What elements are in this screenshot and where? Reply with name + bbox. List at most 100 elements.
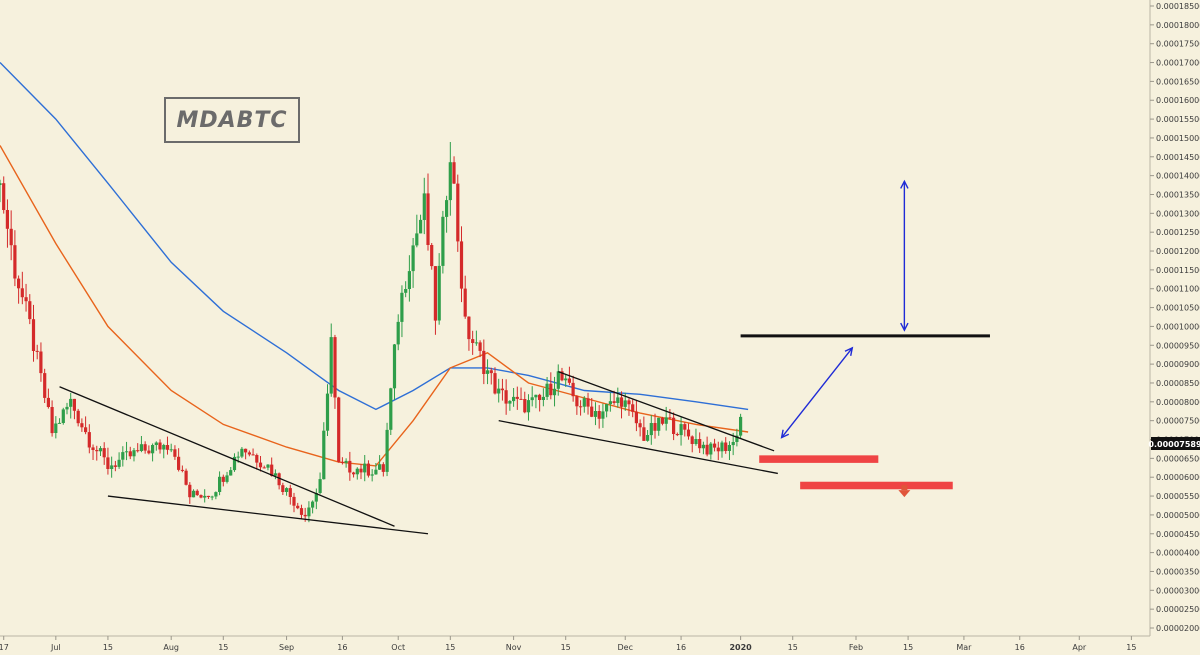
candle-body [110, 465, 114, 469]
candle-body [221, 476, 225, 482]
candle-body [240, 448, 244, 457]
candle-body [504, 390, 508, 404]
candle-body [534, 394, 538, 398]
candle-body [579, 406, 583, 408]
candle-body [448, 162, 452, 201]
candle-body [344, 460, 348, 463]
candle-body [5, 210, 9, 229]
last-price-label: 0.00007589 [1148, 440, 1200, 449]
candle-body [370, 474, 374, 476]
candle-body [668, 417, 672, 419]
candle-body [117, 459, 121, 467]
candle-body [214, 492, 218, 497]
candle-body [705, 444, 709, 455]
candle-body [218, 476, 222, 492]
x-tick-label: 15 [445, 643, 455, 652]
candles [0, 142, 743, 523]
candle-body [478, 342, 482, 351]
candle-body [459, 241, 464, 289]
candle-body [482, 350, 486, 374]
y-tick-label: 0.00014500 [1156, 153, 1200, 162]
arrow-head [844, 346, 854, 356]
candle-body [299, 508, 304, 515]
candle-body [13, 245, 17, 279]
candle-body [277, 473, 281, 486]
candle-body [400, 292, 404, 322]
candle-body [232, 456, 237, 471]
candle-body [314, 493, 318, 502]
x-tick-label: 16 [676, 643, 686, 652]
y-tick-label: 0.00016000 [1156, 96, 1200, 105]
candle-body [113, 465, 117, 467]
red-zone-2 [800, 481, 953, 490]
candle-body [720, 442, 724, 452]
y-tick-label: 0.00004500 [1156, 530, 1200, 539]
candle-body [76, 410, 80, 424]
candle-body [619, 397, 624, 407]
moving-averages [0, 62, 749, 467]
y-tick-label: 0.00006500 [1156, 454, 1200, 463]
candle-body [225, 475, 229, 482]
candle-body [318, 479, 322, 493]
candle-body [392, 344, 397, 389]
x-tick-label: 16 [337, 643, 347, 652]
trendline-1 [59, 386, 395, 527]
candle-body [39, 351, 43, 374]
candle-body [471, 339, 475, 343]
candle-body [296, 505, 300, 509]
candle-body [98, 448, 103, 452]
x-tick-label: Sep [279, 643, 294, 652]
candle-body [739, 416, 743, 436]
candle-body [307, 507, 311, 517]
y-tick-label: 0.00010000 [1156, 322, 1200, 331]
candle-body [303, 514, 307, 517]
candle-body [199, 495, 203, 498]
candle-body [147, 450, 151, 454]
candle-body [593, 411, 598, 417]
candle-body [675, 434, 679, 436]
y-tick-label: 0.00011500 [1156, 266, 1200, 275]
y-tick-label: 0.00002500 [1156, 605, 1200, 614]
candle-body [292, 496, 296, 506]
candle-body [552, 388, 557, 396]
x-tick-label: 15 [903, 643, 913, 652]
candle-body [426, 193, 430, 245]
candle-body [121, 452, 125, 460]
candle-body [627, 400, 631, 405]
candle-body [515, 396, 519, 399]
candle-body [430, 245, 434, 267]
x-tick-label: 15 [561, 643, 571, 652]
double-arrow-1 [781, 347, 853, 439]
y-tick-label: 0.00004000 [1156, 549, 1200, 558]
candle-body [493, 373, 497, 394]
candle-body [9, 228, 13, 246]
candle-body [686, 429, 691, 437]
arrow-head [780, 429, 790, 439]
candle-body [445, 200, 449, 217]
candle-body [508, 401, 512, 404]
candle-body [664, 417, 668, 424]
trendline-3 [498, 420, 778, 475]
candle-body [660, 417, 665, 424]
candle-body [437, 265, 441, 321]
candle-body [396, 321, 400, 345]
candle-body [452, 162, 456, 184]
title-border [164, 97, 300, 143]
candle-body [530, 397, 534, 401]
candle-body [701, 444, 705, 449]
candle-body [422, 193, 426, 220]
y-tick-label: 0.00002000 [1156, 624, 1200, 633]
x-tick-label: 15 [218, 643, 228, 652]
candle-body [526, 400, 531, 413]
symbol-title: MDABTC [176, 108, 287, 133]
y-tick-label: 0.00008000 [1156, 398, 1200, 407]
candle-body [203, 495, 207, 498]
candle-body [612, 401, 616, 403]
candle-body [2, 183, 6, 210]
x-axis: 17 Jul 15 Aug 15 Sep 16 Oct 15 Nov 15 Dec 16 2020 15 Fe… [0, 636, 1136, 652]
candle-body [683, 424, 687, 430]
candle-body [80, 423, 84, 428]
candle-body [17, 278, 21, 289]
